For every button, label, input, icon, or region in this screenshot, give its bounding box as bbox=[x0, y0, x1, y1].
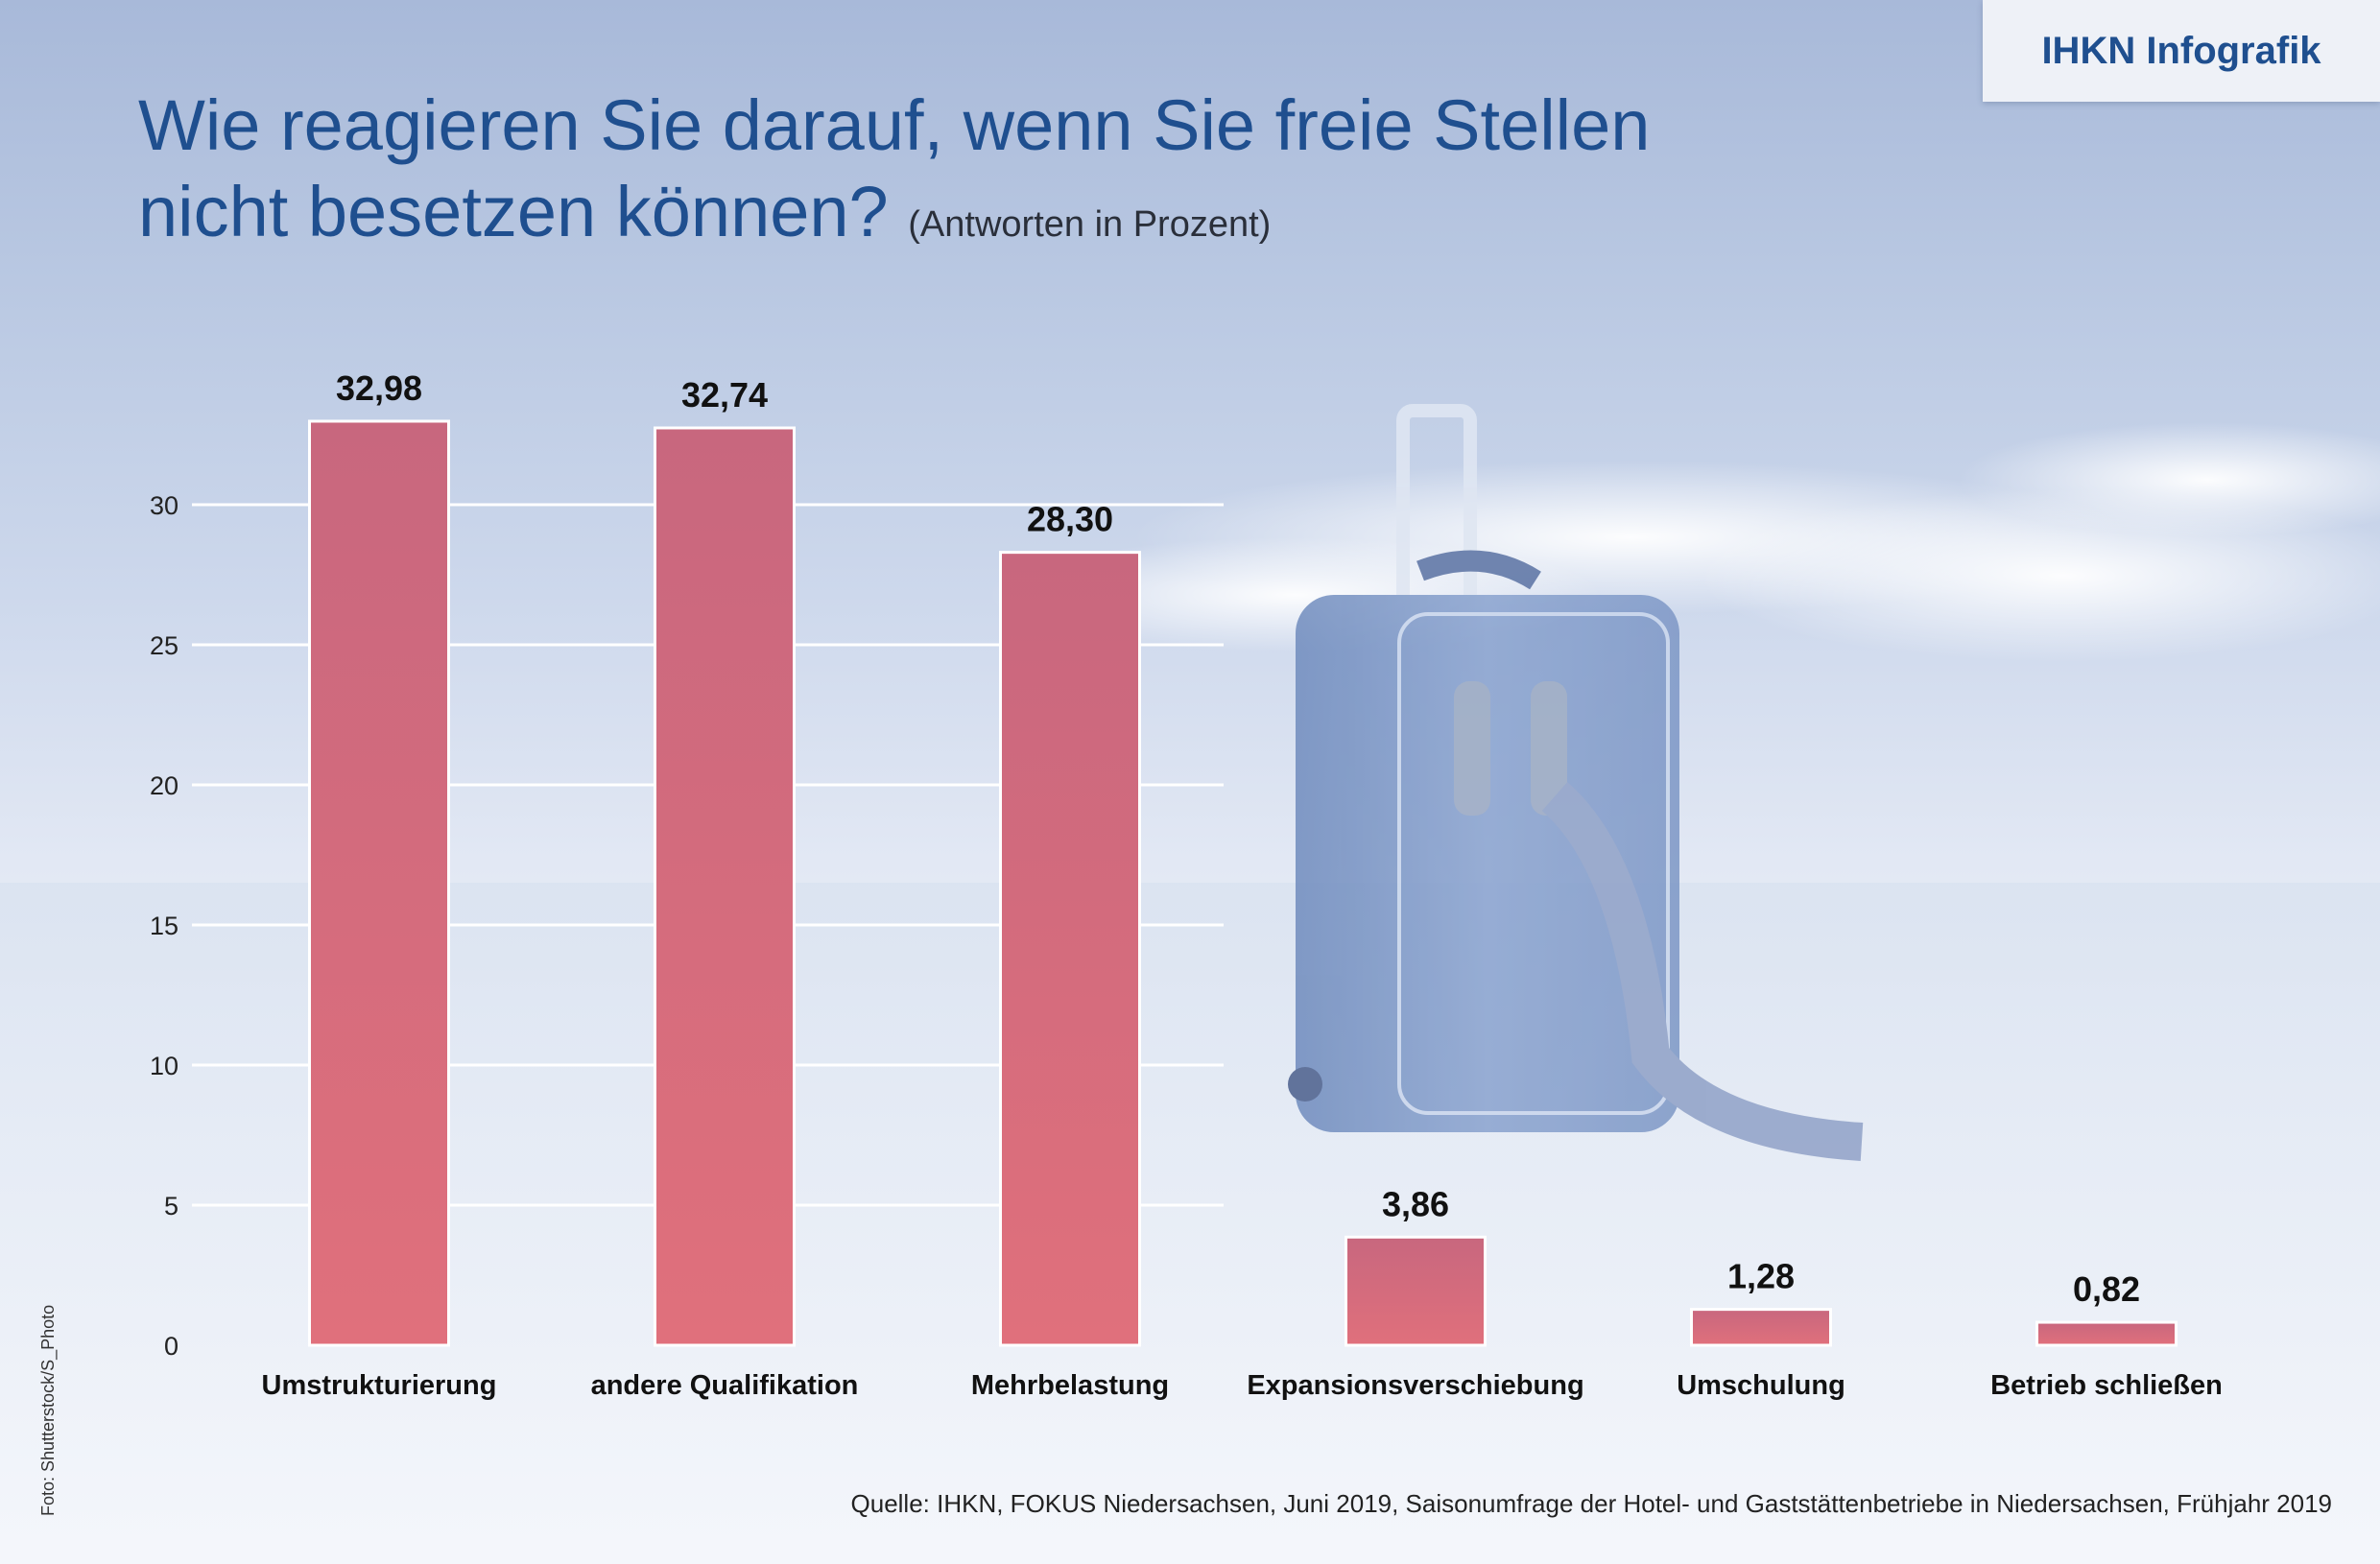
title-line-2: nicht besetzen können? bbox=[138, 172, 889, 251]
bar bbox=[999, 551, 1141, 1347]
bar bbox=[654, 426, 796, 1347]
y-tick-label: 10 bbox=[150, 1052, 178, 1080]
x-category-label: andere Qualifikation bbox=[591, 1370, 859, 1401]
bar bbox=[2035, 1320, 2178, 1347]
y-tick-label: 25 bbox=[150, 631, 178, 660]
cloud bbox=[1958, 422, 2380, 537]
ihkn-infografik-badge: IHKN Infografik bbox=[1983, 0, 2380, 102]
x-category-label: Umstrukturierung bbox=[262, 1370, 497, 1401]
y-tick-label: 20 bbox=[150, 771, 178, 800]
bar bbox=[1345, 1235, 1487, 1347]
value-label: 32,98 bbox=[336, 368, 422, 408]
bar bbox=[308, 419, 450, 1347]
chart-title: Wie reagieren Sie darauf, wenn Sie freie… bbox=[138, 83, 1674, 268]
value-label: 1,28 bbox=[1727, 1257, 1795, 1296]
value-label: 28,30 bbox=[1027, 500, 1113, 539]
y-tick-label: 0 bbox=[164, 1332, 178, 1361]
x-category-label: Expansionsverschiebung bbox=[1247, 1370, 1583, 1401]
title-line-2-row: nicht besetzen können? (Antworten in Pro… bbox=[138, 169, 1674, 268]
suitcase-illustration bbox=[1288, 404, 1864, 1161]
x-category-label: Betrieb schließen bbox=[1990, 1370, 2223, 1401]
y-tick-label: 15 bbox=[150, 912, 178, 940]
title-line-1: Wie reagieren Sie darauf, wenn Sie freie… bbox=[138, 85, 1651, 165]
bar bbox=[1690, 1308, 1832, 1347]
value-label: 3,86 bbox=[1382, 1184, 1449, 1223]
x-category-label: Umschulung bbox=[1677, 1370, 1845, 1401]
y-tick-label: 30 bbox=[150, 491, 178, 520]
value-label: 32,74 bbox=[681, 375, 768, 415]
photo-credit: Foto: Shutterstock/S_Photo bbox=[38, 1304, 58, 1516]
title-subtitle: (Antworten in Prozent) bbox=[908, 204, 1272, 245]
x-category-label: Mehrbelastung bbox=[971, 1370, 1169, 1401]
value-label: 0,82 bbox=[2073, 1269, 2140, 1309]
source-note: Quelle: IHKN, FOKUS Niedersachsen, Juni … bbox=[850, 1489, 2332, 1518]
y-tick-label: 5 bbox=[164, 1192, 178, 1220]
